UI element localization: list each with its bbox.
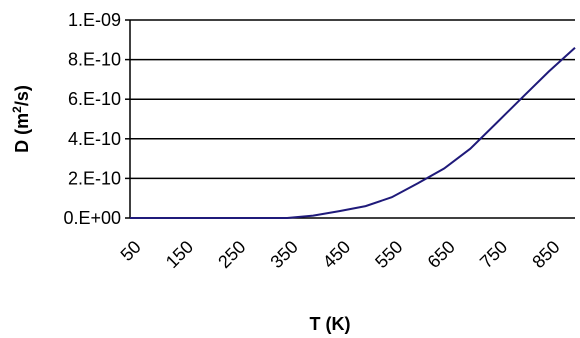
x-tick-label: 650 (424, 237, 459, 272)
axes (129, 20, 575, 219)
series-line (130, 46, 576, 219)
y-axis-title-main: D (m (12, 113, 32, 153)
x-tick-label: 350 (266, 237, 301, 272)
x-tick-label: 550 (371, 237, 406, 272)
x-axis-title: T (K) (310, 314, 351, 334)
y-tick-label: 0.E+00 (63, 208, 121, 228)
y-axis-title: D (m2/s) (10, 85, 32, 153)
y-tick-label: 8.E-10 (68, 50, 121, 70)
gridlines (130, 19, 575, 180)
y-tick-label: 6.E-10 (68, 89, 121, 109)
y-tick-label: 4.E-10 (68, 129, 121, 149)
y-tick-labels: 0.E+00 2.E-10 4.E-10 6.E-10 8.E-10 1.E-09 (63, 10, 130, 228)
y-axis-title-sup: 2 (10, 106, 24, 113)
y-axis-title-end: /s) (12, 85, 32, 106)
x-tick-label: 250 (214, 237, 249, 272)
x-tick-label: 150 (162, 237, 197, 272)
x-tick-label: 50 (117, 237, 145, 265)
x-tick-label: 750 (476, 237, 511, 272)
x-tick-label: 850 (528, 237, 563, 272)
x-tick-labels: 50 150 250 350 450 550 650 750 850 (117, 237, 564, 272)
y-tick-label: 2.E-10 (68, 168, 121, 188)
y-tick-label: 1.E-09 (68, 10, 121, 30)
x-tick-label: 450 (319, 237, 354, 272)
